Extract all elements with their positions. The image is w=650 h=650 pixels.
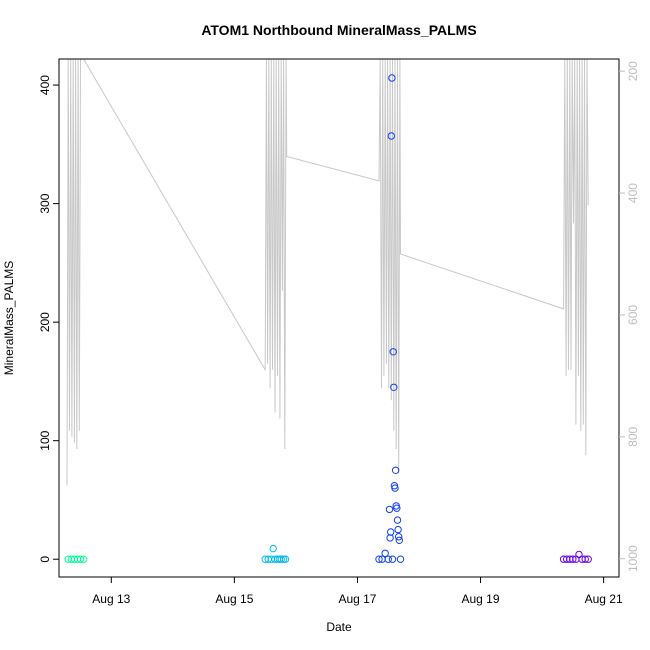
right-tick-label: 600 [626, 305, 640, 325]
data-point [381, 549, 389, 557]
data-point [395, 536, 403, 544]
plot-area [64, 59, 592, 563]
data-point [269, 544, 277, 553]
data-point [391, 484, 399, 492]
y-tick-label: 300 [38, 193, 52, 213]
x-tick-label: Aug 15 [215, 592, 253, 606]
data-point [391, 466, 400, 474]
x-tick-label: Aug 17 [338, 592, 376, 606]
right-tick-label: 1000 [626, 545, 640, 572]
y-tick-label: 0 [38, 556, 52, 563]
data-point [385, 505, 394, 514]
data-point [584, 555, 592, 563]
y-tick-label: 400 [38, 75, 52, 95]
y-tick-label: 200 [38, 312, 52, 332]
data-point [389, 348, 397, 356]
x-tick-label: Aug 21 [585, 592, 623, 606]
data-point [387, 132, 395, 140]
data-point [281, 555, 290, 563]
right-tick-label: 400 [626, 183, 640, 203]
right-tick-label: 800 [626, 427, 640, 447]
data-point [279, 555, 288, 563]
x-axis-label: Date [326, 620, 352, 634]
data-point [384, 555, 392, 563]
chart-title: ATOM1 Northbound MineralMass_PALMS [201, 22, 476, 38]
data-point [393, 504, 401, 512]
data-point [394, 525, 402, 534]
data-point [76, 555, 85, 563]
data-point [390, 383, 398, 391]
x-tick-label: Aug 19 [462, 592, 500, 606]
data-point [393, 516, 402, 524]
y-tick-label: 100 [38, 430, 52, 450]
x-tick-label: Aug 13 [92, 592, 130, 606]
data-point [387, 528, 395, 536]
data-point [575, 550, 583, 559]
data-point [395, 533, 403, 541]
axes: 0 100 200 300 400 Aug 13 Aug 15 Aug 17 Aug 19 Aug… [38, 61, 640, 606]
data-point [396, 555, 405, 563]
plot-content [64, 59, 592, 563]
data-point [388, 555, 397, 563]
right-tick-label: 200 [626, 61, 640, 81]
data-point [581, 555, 589, 563]
data-point [277, 555, 285, 563]
data-point [569, 555, 577, 563]
data-point [375, 555, 383, 563]
data-point [386, 534, 394, 542]
y-axis-label: MineralMass_PALMS [2, 261, 16, 375]
altitude-line [66, 59, 589, 486]
data-point [79, 555, 88, 563]
data-point [388, 74, 396, 82]
plot-frame [58, 58, 620, 578]
